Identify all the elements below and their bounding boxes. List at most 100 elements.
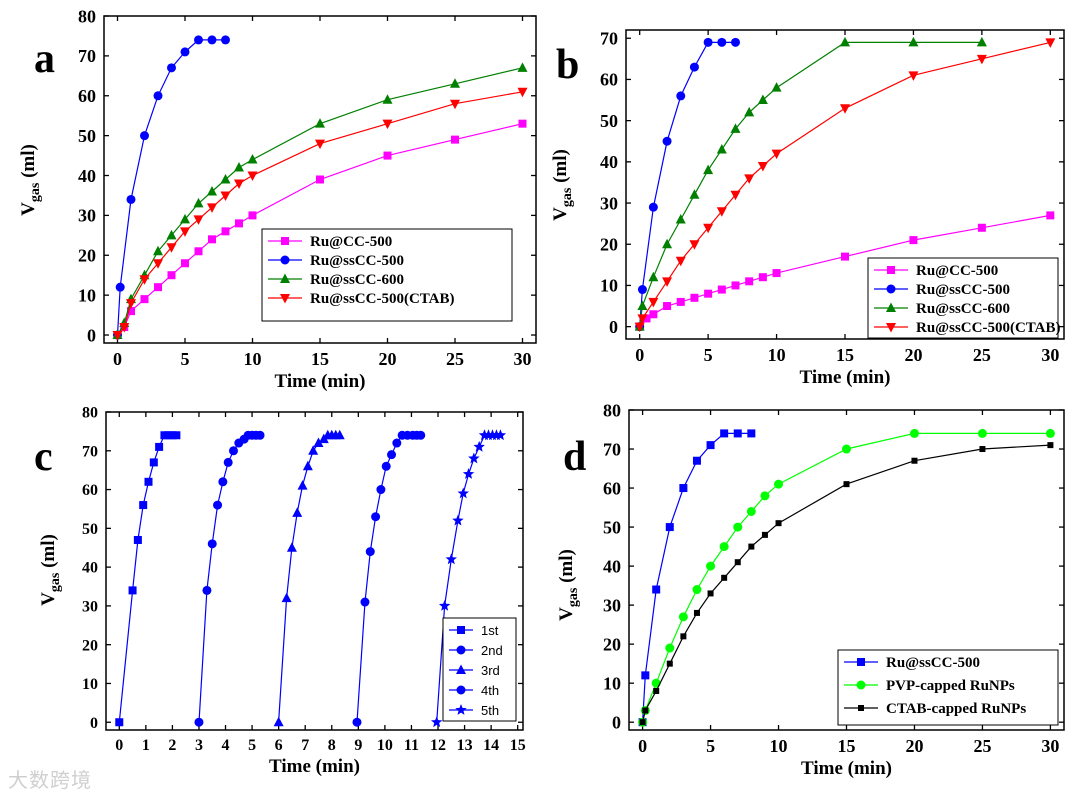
data-point: [641, 671, 650, 680]
data-point: [733, 429, 742, 438]
data-point: [207, 539, 217, 549]
data-point: [676, 297, 685, 306]
data-point: [518, 119, 527, 128]
legend-marker: [857, 658, 865, 666]
legend-label: 3rd: [481, 663, 500, 678]
data-point: [127, 307, 135, 316]
data-point: [680, 633, 687, 640]
series-2: [634, 36, 987, 331]
data-point: [1045, 428, 1055, 438]
series-line: [639, 41, 1051, 327]
y-axis-label-main: V: [550, 207, 571, 221]
legend-marker: [455, 704, 467, 715]
data-point: [689, 240, 700, 250]
data-point: [771, 82, 782, 92]
data-point: [746, 506, 756, 516]
data-point: [139, 275, 150, 285]
data-point: [315, 139, 325, 150]
series-line: [116, 39, 226, 336]
legend-box: [261, 228, 513, 322]
series-1: [194, 430, 265, 727]
data-point: [494, 429, 507, 441]
data-point: [757, 161, 768, 172]
data-point: [247, 154, 258, 164]
data-point: [704, 289, 713, 298]
data-point: [144, 477, 153, 486]
data-point: [334, 429, 345, 440]
data-point: [666, 660, 673, 667]
data-point: [517, 62, 528, 72]
x-tick-label: 5: [706, 736, 715, 756]
series-line: [356, 434, 421, 723]
legend-marker: [280, 294, 290, 304]
x-tick-label: 3: [195, 737, 203, 754]
y-tick-label: 60: [600, 70, 618, 90]
legend-label: Ru@ssCC-500(CTAB): [310, 291, 455, 307]
x-tick-label: 15: [838, 736, 856, 756]
data-point: [840, 36, 850, 47]
x-tick-label: 0: [115, 737, 123, 754]
series-line: [639, 214, 1051, 327]
y-axis-label-main: V: [18, 202, 39, 216]
data-point: [689, 189, 700, 199]
data-point: [911, 457, 918, 464]
data-point: [642, 707, 649, 714]
data-point: [648, 297, 659, 308]
legend-marker: [886, 284, 896, 294]
data-point: [909, 428, 919, 438]
data-point: [693, 609, 700, 616]
y-tick-label: 0: [90, 715, 98, 732]
data-point: [473, 440, 485, 452]
data-point: [675, 214, 686, 224]
data-point: [976, 36, 987, 47]
data-point: [774, 479, 784, 489]
data-point: [139, 501, 148, 510]
data-point: [692, 456, 701, 465]
data-point: [663, 302, 672, 311]
data-point: [662, 136, 672, 146]
data-point: [748, 543, 755, 550]
data-point: [642, 314, 651, 323]
data-point: [154, 283, 162, 292]
y-axis-label-sub: gas: [566, 587, 581, 607]
legend-label: Ru@ssCC-500: [886, 655, 980, 671]
data-point: [115, 282, 125, 292]
data-point: [757, 94, 768, 105]
y-tick-label: 0: [609, 317, 618, 337]
x-tick-label: 25: [973, 736, 991, 756]
legend: Ru@CC-500 Ru@ssCC-500 Ru@ssCC-600 Ru@ssCC-5…: [867, 257, 1061, 339]
data-point: [438, 599, 451, 611]
y-axis-label: Vgas (ml): [550, 149, 575, 221]
data-point: [733, 522, 743, 532]
legend-marker: [456, 685, 466, 695]
legend-label: 1st: [481, 623, 499, 638]
x-tick-label: 10: [244, 349, 262, 369]
data-point: [637, 285, 647, 295]
series-line: [642, 432, 752, 723]
x-tick-label: 8: [328, 737, 336, 754]
data-point: [731, 281, 740, 290]
series-3: [112, 87, 528, 341]
data-point: [383, 151, 392, 160]
y-axis-label-unit: (ml): [38, 534, 59, 573]
y-tick-label: 30: [78, 206, 96, 226]
data-point: [634, 322, 645, 333]
legend-marker: [280, 273, 290, 283]
chart-panel-a: 0 5 10 15 20 25 30 0 10 20 30 40 50 60 70 80 Time (min) V…: [18, 6, 537, 392]
x-tick-label: 20: [379, 349, 397, 369]
x-tick-label: 1: [142, 737, 150, 754]
y-tick-label: 10: [600, 276, 618, 296]
data-point: [430, 716, 443, 728]
y-tick-label: 60: [78, 86, 96, 106]
data-point: [653, 687, 660, 694]
data-point: [316, 175, 324, 184]
series-3: [352, 430, 426, 727]
x-tick-label: 25: [446, 349, 464, 369]
data-point: [721, 574, 728, 581]
y-axis-label-unit: (ml): [18, 144, 39, 183]
y-tick-label: 50: [82, 521, 98, 538]
series-3: [634, 38, 1056, 333]
data-point: [706, 561, 716, 571]
data-point: [213, 500, 223, 510]
series-line: [642, 444, 1051, 723]
